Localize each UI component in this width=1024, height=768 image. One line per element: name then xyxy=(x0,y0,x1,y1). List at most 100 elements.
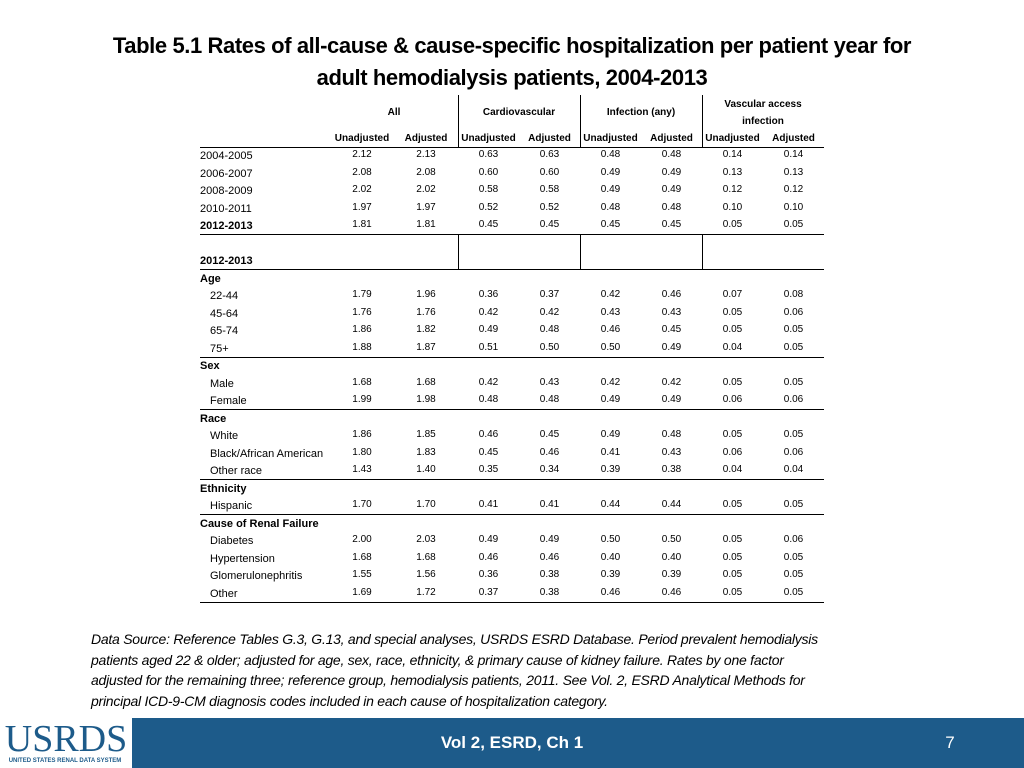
table-cell: 0.58 xyxy=(539,184,560,195)
group-header: Vascular access infection xyxy=(724,98,802,127)
slide-title: Table 5.1 Rates of all-cause & cause-spe… xyxy=(0,30,1024,94)
table-cell: 0.05 xyxy=(722,586,743,598)
table-cell: 0.46 xyxy=(661,289,682,300)
table-cell: 0.39 xyxy=(600,464,621,475)
table-cell: 0.10 xyxy=(783,201,804,213)
table-cell: 0.63 xyxy=(539,149,560,160)
table-cell: 0.39 xyxy=(661,569,682,580)
table-cell: 0.48 xyxy=(600,201,621,213)
table-cell: 0.48 xyxy=(661,429,682,440)
table-cell: 0.36 xyxy=(478,289,499,300)
footnote-line: Data Source: Reference Tables G.3, G.13,… xyxy=(91,631,818,647)
table-cell: 1.80 xyxy=(352,446,372,458)
row-rule xyxy=(200,514,824,515)
table-cell: 0.60 xyxy=(539,166,560,178)
table-cell: 2.13 xyxy=(416,149,436,160)
table-cell: 0.49 xyxy=(661,184,682,195)
table-cell: 1.56 xyxy=(416,569,436,580)
table-cell: 0.63 xyxy=(478,149,499,160)
sub-header: Adjusted xyxy=(772,133,815,144)
row-label: Other xyxy=(210,587,238,600)
table-cell: 0.05 xyxy=(722,324,743,335)
table-cell: 1.69 xyxy=(352,586,372,598)
table-cell: 0.49 xyxy=(600,166,621,178)
row-label: Male xyxy=(210,377,234,390)
table-cell: 0.49 xyxy=(661,394,682,405)
table-cell: 0.05 xyxy=(783,376,804,388)
table-cell: 0.45 xyxy=(539,429,560,440)
table-cell: 0.06 xyxy=(722,394,743,405)
row-label: 45-64 xyxy=(210,307,239,320)
table-cell: 0.13 xyxy=(722,166,743,178)
table-cell: 0.06 xyxy=(783,446,804,458)
sub-header: Adjusted xyxy=(650,133,693,144)
row-label: Ethnicity xyxy=(200,482,247,495)
table-cell: 1.70 xyxy=(416,499,436,510)
table-cell: 1.68 xyxy=(416,376,436,388)
table-cell: 1.68 xyxy=(416,551,436,563)
table-cell: 2.02 xyxy=(352,184,372,195)
table-cell: 1.68 xyxy=(352,376,372,388)
table-cell: 0.45 xyxy=(661,219,682,230)
table-cell: 0.51 xyxy=(478,341,499,353)
row-label: Female xyxy=(210,395,247,407)
table-cell: 1.79 xyxy=(352,289,372,300)
sub-header: Unadjusted xyxy=(461,133,516,144)
sub-header: Unadjusted xyxy=(583,133,638,144)
table-cell: 2.08 xyxy=(416,166,436,178)
logo-subtitle: UNITED STATES RENAL DATA SYSTEM xyxy=(8,758,122,764)
table-cell: 0.42 xyxy=(661,376,682,388)
table-cell: 1.83 xyxy=(416,446,436,458)
table-cell: 0.05 xyxy=(722,534,743,545)
table-cell: 1.55 xyxy=(352,569,372,580)
table-cell: 0.46 xyxy=(600,324,621,335)
table-cell: 1.86 xyxy=(352,429,372,440)
row-rule xyxy=(200,409,824,410)
table-cell: 0.48 xyxy=(600,149,621,160)
table-cell: 1.88 xyxy=(352,341,372,353)
table-cell: 0.04 xyxy=(722,341,743,353)
table-cell: 0.42 xyxy=(600,289,621,300)
table-cell: 0.49 xyxy=(539,534,560,545)
row-label: White xyxy=(210,430,239,442)
table-cell: 0.06 xyxy=(783,306,804,318)
table-cell: 0.50 xyxy=(539,341,560,353)
footer-text: Vol 2, ESRD, Ch 1 xyxy=(440,733,584,752)
table-cell: 1.85 xyxy=(416,429,436,440)
table-cell: 0.35 xyxy=(478,464,499,475)
table-cell: 0.46 xyxy=(600,586,621,598)
table-cell: 0.49 xyxy=(478,324,499,335)
group-header: All xyxy=(387,107,401,118)
footnote: Data Source: Reference Tables G.3, G.13,… xyxy=(91,629,818,711)
row-rule xyxy=(200,479,824,480)
table-cell: 0.05 xyxy=(783,341,804,353)
sub-header: Unadjusted xyxy=(705,133,760,144)
table-cell: 0.41 xyxy=(539,499,560,510)
column-divider xyxy=(702,234,703,270)
table-cell: 0.45 xyxy=(478,219,499,230)
table-cell: 0.12 xyxy=(722,184,743,195)
table-cell: 0.38 xyxy=(539,569,560,580)
table-cell: 0.45 xyxy=(661,324,682,335)
table-cell: 1.97 xyxy=(352,201,372,213)
table-cell: 0.42 xyxy=(478,306,499,318)
table-cell: 0.38 xyxy=(661,464,682,475)
row-label: 2010-2011 xyxy=(200,202,252,215)
table-cell: 0.45 xyxy=(478,446,499,458)
footer-bar: Vol 2, ESRD, Ch 1 7 xyxy=(0,718,1024,768)
table-cell: 0.45 xyxy=(600,219,621,230)
group-header: Infection (any) xyxy=(606,107,676,118)
table-cell: 1.40 xyxy=(416,464,436,475)
table-cell: 0.45 xyxy=(539,219,560,230)
table-cell: 0.37 xyxy=(478,586,499,598)
table-cell: 0.06 xyxy=(783,534,804,545)
table-cell: 0.48 xyxy=(661,149,682,160)
table-cell: 0.43 xyxy=(661,306,682,318)
row-label: Race xyxy=(200,412,227,425)
row-label: 2006-2007 xyxy=(200,167,253,180)
table-cell: 0.05 xyxy=(783,429,804,440)
row-label: Glomerulonephritis xyxy=(210,570,303,582)
row-label: Hypertension xyxy=(210,552,275,565)
row-label: Diabetes xyxy=(210,535,254,547)
